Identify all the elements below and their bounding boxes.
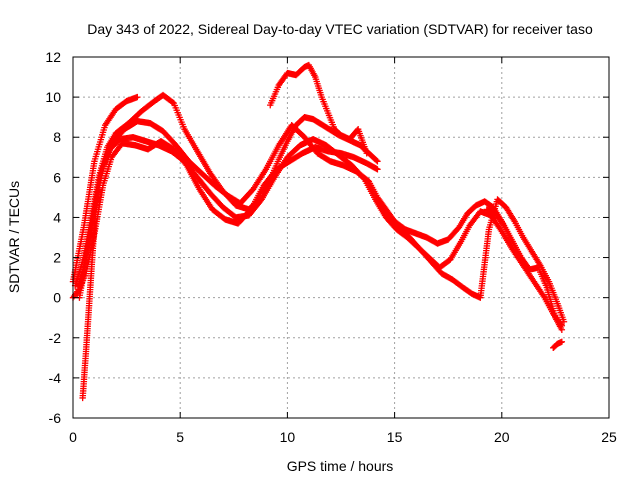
y-tick-label: 6	[53, 169, 61, 185]
data-point	[374, 166, 381, 173]
y-tick-label: 0	[53, 290, 61, 306]
grid-layer	[73, 57, 609, 418]
x-tick-label: 0	[69, 429, 77, 445]
series-track-1	[69, 93, 141, 285]
series-track-9	[79, 186, 102, 402]
y-axis-label: SDTVAR / TECUs	[6, 181, 22, 293]
y-tick-label: -6	[49, 410, 62, 426]
x-tick-label: 25	[601, 429, 617, 445]
plot-frame	[72, 56, 610, 419]
data-point	[373, 157, 380, 164]
data-point	[558, 338, 566, 345]
x-tick-label: 10	[280, 429, 296, 445]
data-point	[560, 318, 568, 325]
x-axis-label: GPS time / hours	[287, 458, 394, 474]
y-tick-label: -4	[49, 370, 62, 386]
data-point	[95, 186, 102, 193]
series-track-7	[374, 196, 568, 325]
ticks-layer	[72, 56, 610, 419]
data-point	[363, 150, 370, 157]
y-tick-label: 12	[45, 49, 61, 65]
y-tick-label: 10	[45, 89, 61, 105]
series-track-10	[550, 338, 566, 352]
data-point	[558, 326, 566, 333]
tick-labels-layer: 0 5 10 15 20 25 -6 -4 -2 0 2 4 6 8 10 12	[45, 49, 617, 445]
y-tick-label: 8	[53, 129, 61, 145]
x-tick-label: 20	[494, 429, 510, 445]
y-tick-label: 4	[53, 209, 61, 225]
x-tick-label: 5	[176, 429, 184, 445]
series-track-6	[267, 61, 370, 157]
data-point	[499, 220, 507, 228]
data-points-layer	[69, 61, 568, 402]
series-track-5	[74, 138, 381, 297]
data-point	[134, 93, 141, 101]
y-tick-label: -2	[49, 330, 62, 346]
series-track-8	[483, 206, 566, 333]
data-point	[374, 158, 381, 165]
x-tick-label: 15	[387, 429, 403, 445]
chart-title: Day 343 of 2022, Sidereal Day-to-day VTE…	[87, 21, 593, 37]
y-tick-label: 2	[53, 250, 61, 266]
